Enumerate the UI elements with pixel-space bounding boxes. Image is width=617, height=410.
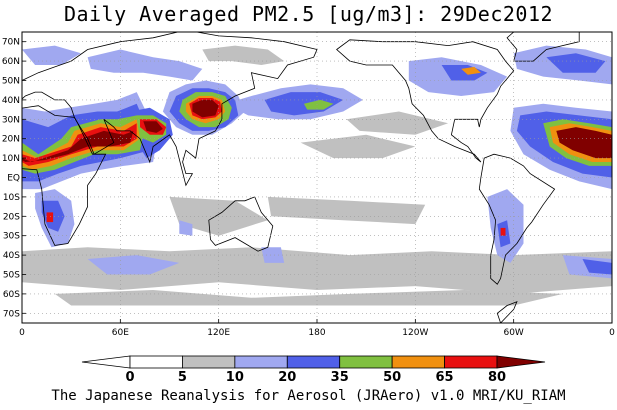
lat-tick-label: 60S (3, 290, 20, 300)
pm25-region-south-america-level-65 (500, 227, 506, 236)
lat-tick-label: 50N (2, 77, 20, 87)
pm25-region-tropical-patches-level-10 (261, 247, 285, 263)
colorbar-label: 65 (436, 370, 454, 385)
lon-tick-label: 0 (19, 328, 25, 338)
colorbar-legend: 0 5 10 20 35 50 65 80 (81, 355, 546, 385)
pm25-region-tropical-patches-level-5 (267, 196, 426, 225)
pm25-region-sahara-sahel-level-80 (22, 130, 134, 162)
colorbar-label: 20 (278, 370, 296, 385)
pm25-region-southern-africa-level-20 (41, 200, 65, 232)
coastline-antarctic-peninsula (496, 300, 518, 323)
lat-tick-label: EQ (7, 174, 20, 184)
colorbar-label: 50 (383, 370, 401, 385)
colorbar-box (286, 355, 341, 369)
colorbar-box (182, 355, 236, 369)
lon-tick-label: 120W (402, 328, 428, 338)
lat-tick-label: 30S (3, 232, 20, 242)
colorbar-label: 5 (178, 370, 187, 385)
map-title: Daily Averaged PM2.5 [ug/m3]: 29Dec2012 (63, 2, 554, 26)
colorbar-over-triangle (496, 355, 546, 369)
colorbar-box (234, 355, 288, 369)
lon-tick-label: 0 (609, 328, 615, 338)
lat-tick-label: 10N (2, 154, 20, 164)
pm25-region-north-america-level-50 (461, 66, 481, 75)
pm25-region-west-atlantic-plume-level-80 (556, 127, 612, 159)
lat-tick-label: 30N (2, 115, 20, 125)
pm25-region-tropical-patches-level-10 (179, 220, 193, 236)
gridlines (22, 32, 612, 323)
colorbar-box (339, 355, 393, 369)
lon-tick-label: 180 (308, 328, 325, 338)
lat-tick-label: 20N (2, 135, 20, 145)
pm25-region-north-pacific-level-35 (303, 99, 334, 110)
colorbar-box (129, 355, 183, 369)
lat-tick-label: 50S (3, 271, 20, 281)
pm25-region-north-atlantic-bands-level-20 (546, 53, 606, 73)
coastline-north-america (336, 39, 515, 163)
pm25-region-siberia-level-5 (202, 45, 285, 65)
pm25-region-southern-africa-level-65 (46, 212, 54, 223)
pm25-region-tropical-patches-level-5 (346, 111, 449, 135)
colorbar-label: 35 (331, 370, 349, 385)
dataset-credit: The Japanese Reanalysis for Aerosol (JRA… (51, 388, 566, 404)
pm25-region-tropical-patches-level-5 (54, 290, 563, 306)
pm25-region-southern-ocean-belt-level-10 (87, 255, 180, 275)
colorbar-label: 0 (125, 370, 134, 385)
colorbar-label: 10 (226, 370, 244, 385)
lat-tick-label: 40N (2, 96, 20, 106)
pm25-region-southern-ocean-belt-level-20 (582, 259, 612, 275)
lat-tick-label: 40S (3, 251, 20, 261)
colorbar-under-triangle (81, 355, 131, 369)
pm25-region-north-atlantic-bands-level-10 (22, 45, 81, 65)
pm25-region-china-level-80 (192, 99, 219, 118)
colorbar-box (444, 355, 498, 369)
pm25-region-siberia-level-10 (87, 49, 203, 81)
lon-tick-label: 120E (207, 328, 230, 338)
pm25-region-tropical-patches-level-5 (300, 134, 416, 159)
colorbar-label: 80 (488, 370, 506, 385)
lat-tick-label: 70S (3, 309, 20, 319)
lat-tick-label: 10S (3, 193, 20, 203)
coastline-eurasia (22, 32, 318, 187)
pm25-region-india-level-80 (143, 121, 163, 133)
longitude-axis: 0 60E 120E 180 120W 60W 0 (19, 319, 615, 338)
coastline-africa (22, 105, 107, 246)
coastline-south-america (478, 153, 556, 285)
lon-tick-label: 60W (503, 328, 523, 338)
coastline-greenland (506, 32, 580, 62)
colorbar-box (391, 355, 445, 369)
lat-tick-label: 60N (2, 57, 20, 67)
pm25-region-southern-ocean-belt-level-5 (22, 247, 612, 294)
map-panel: 70N 60N 50N 40N 30N 20N 10N EQ 10S 20S 30S 40S 50S 60… (2, 31, 615, 338)
lat-tick-label: 20S (3, 212, 20, 222)
lat-tick-label: 70N (2, 38, 20, 48)
lon-tick-label: 60E (112, 328, 129, 338)
latitude-axis: 70N 60N 50N 40N 30N 20N 10N EQ 10S 20S 30S 40S 50S 60… (2, 38, 26, 319)
